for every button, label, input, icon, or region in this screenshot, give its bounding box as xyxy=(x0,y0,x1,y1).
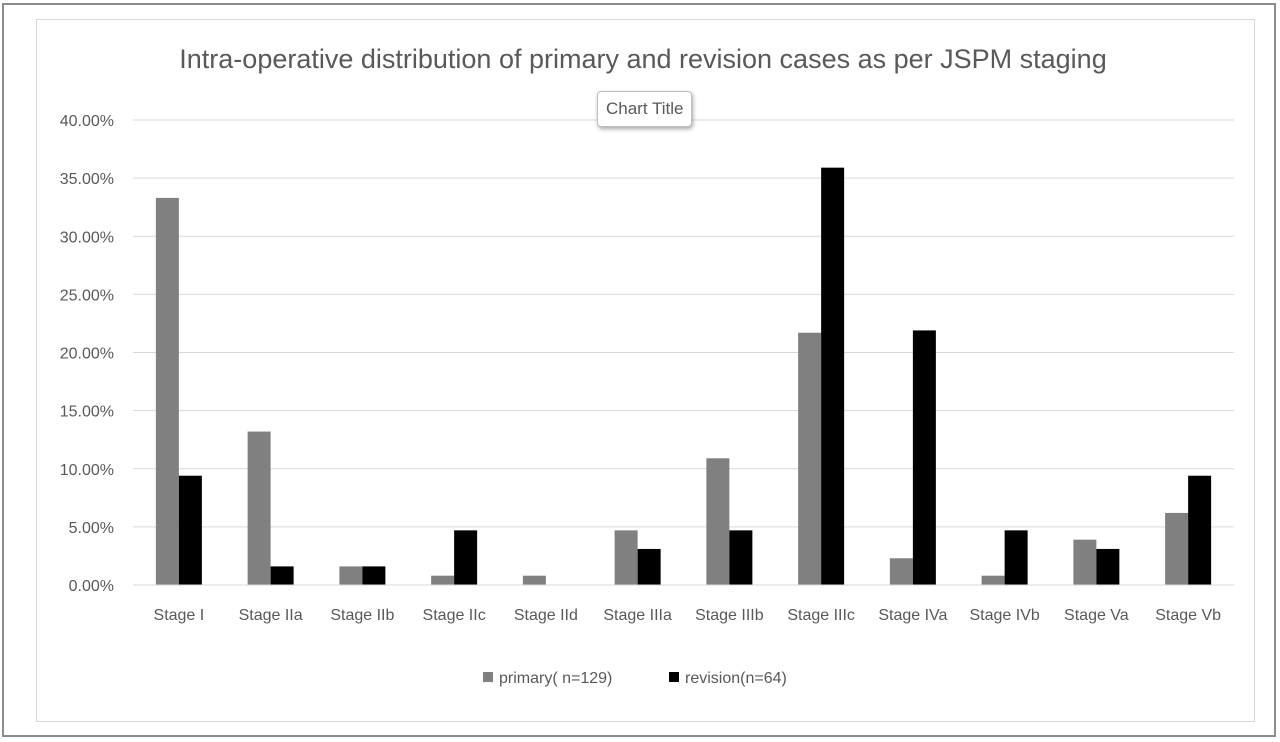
revision-bar[interactable] xyxy=(1096,548,1120,585)
x-tick-label: Stage Vb xyxy=(1155,607,1221,624)
primary-bar[interactable] xyxy=(1073,539,1097,585)
revision-bar[interactable] xyxy=(270,566,294,585)
revision-bar[interactable] xyxy=(362,566,386,585)
primary-bar[interactable] xyxy=(522,575,546,585)
revision-bar[interactable] xyxy=(178,475,202,585)
y-tick-label: 35.00% xyxy=(60,171,114,188)
primary-bar[interactable] xyxy=(798,332,822,585)
primary-bar[interactable] xyxy=(889,558,913,585)
x-axis-ticks: Stage I Stage IIa Stage IIb Stage IIc Stage … xyxy=(154,607,1222,624)
y-tick-label: 20.00% xyxy=(60,346,114,363)
y-tick-label: 15.00% xyxy=(60,404,114,421)
gridlines xyxy=(133,119,1234,528)
x-tick-label: Stage IId xyxy=(514,607,578,624)
y-tick-label: 30.00% xyxy=(60,229,114,246)
x-tick-label: Stage IVb xyxy=(969,607,1039,624)
x-tick-label: Stage I xyxy=(154,607,205,624)
x-tick-label: Stage IIa xyxy=(239,607,303,624)
chart-title[interactable]: Intra-operative distribution of primary … xyxy=(179,44,1106,74)
primary-bar[interactable] xyxy=(614,530,638,585)
x-tick-label: Stage IVa xyxy=(878,607,947,624)
primary-bar[interactable] xyxy=(981,575,1005,585)
chart-area[interactable] xyxy=(36,19,1255,722)
primary-legend-label: primary( n=129) xyxy=(499,670,612,687)
primary-bar[interactable] xyxy=(1165,512,1189,585)
primary-bar[interactable] xyxy=(155,197,179,585)
bars xyxy=(155,167,1212,585)
revision-bar[interactable] xyxy=(1188,475,1212,585)
y-tick-label: 40.00% xyxy=(60,113,114,130)
revision-legend-label: revision(n=64) xyxy=(685,670,787,687)
x-tick-label: Stage IIb xyxy=(330,607,394,624)
y-axis-ticks: 0.00% 5.00% 10.00% 15.00% 20.00% 25.00% 30.00%… xyxy=(60,113,114,595)
y-tick-label: 5.00% xyxy=(69,520,114,537)
primary-bar[interactable] xyxy=(706,458,730,585)
primary-bar[interactable] xyxy=(247,431,271,585)
y-tick-label: 0.00% xyxy=(69,578,114,595)
revision-bar[interactable] xyxy=(454,530,478,585)
x-tick-label: Stage IIIc xyxy=(787,607,855,624)
revision-legend-swatch xyxy=(669,672,679,682)
primary-bar[interactable] xyxy=(339,566,363,585)
x-tick-label: Stage Va xyxy=(1064,607,1129,624)
primary-legend-swatch xyxy=(483,672,493,682)
legend: primary( n=129) revision(n=64) xyxy=(483,670,787,687)
primary-bar[interactable] xyxy=(431,575,455,585)
y-tick-label: 25.00% xyxy=(60,287,114,304)
revision-bar[interactable] xyxy=(637,548,661,585)
revision-bar[interactable] xyxy=(912,330,936,585)
x-tick-label: Stage IIc xyxy=(423,607,486,624)
revision-bar[interactable] xyxy=(1004,530,1028,585)
y-tick-label: 10.00% xyxy=(60,462,114,479)
chart-title-tooltip: Chart Title xyxy=(597,91,693,127)
x-tick-label: Stage IIIb xyxy=(695,607,764,624)
revision-bar[interactable] xyxy=(821,167,845,585)
revision-bar[interactable] xyxy=(729,530,753,585)
x-tick-label: Stage IIIa xyxy=(603,607,672,624)
